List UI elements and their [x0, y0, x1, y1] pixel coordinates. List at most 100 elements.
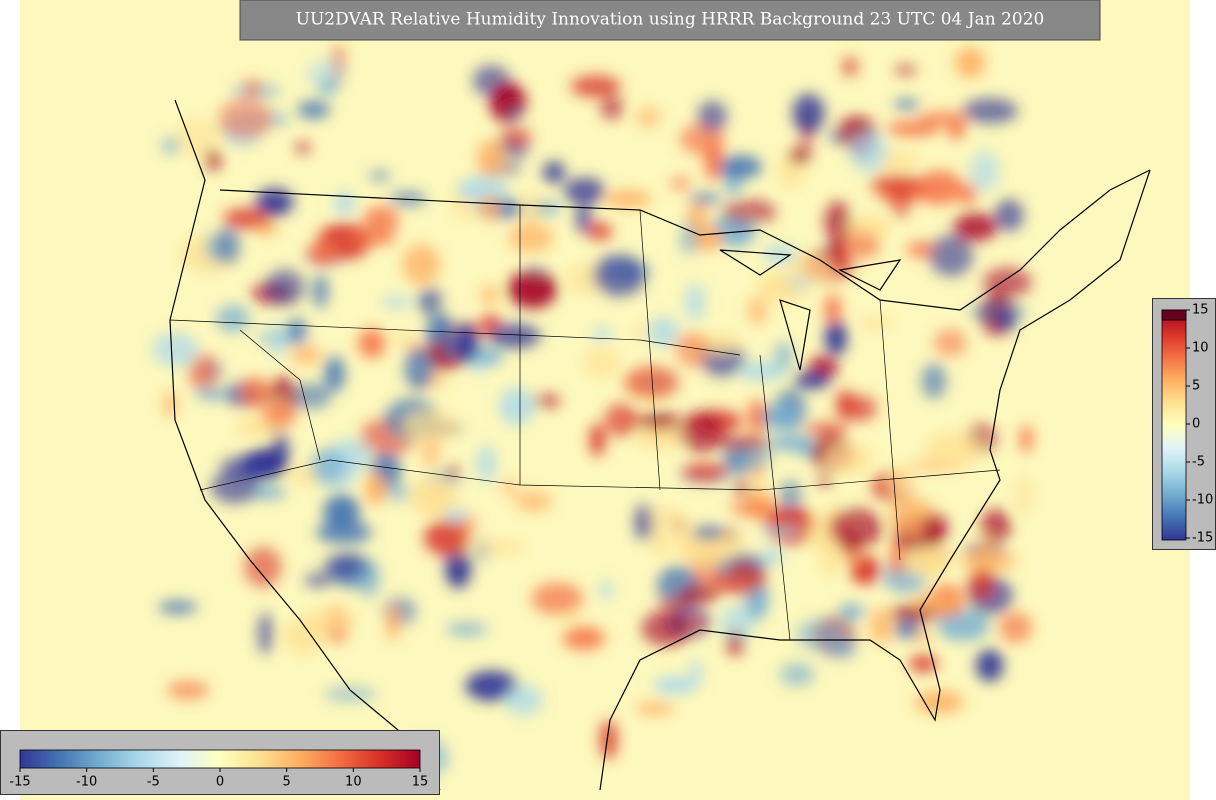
field-blob: [570, 75, 621, 98]
field-blob: [824, 201, 851, 242]
field-blob: [746, 398, 767, 436]
field-blob: [318, 79, 338, 96]
field-blob: [894, 64, 916, 76]
field-blob: [635, 702, 675, 715]
field-blob: [295, 141, 311, 154]
field-blob: [244, 78, 262, 97]
field-blob: [444, 466, 461, 478]
great-lakes: [719, 249, 902, 371]
field-blob: [953, 213, 998, 242]
field-blob: [265, 269, 306, 306]
field-blob: [531, 582, 583, 615]
field-blob: [795, 619, 845, 651]
field-blob: [631, 324, 646, 338]
field-blob: [297, 100, 330, 119]
tick-label: -5: [147, 775, 160, 790]
field-blob: [635, 425, 687, 448]
field-blob: [587, 222, 613, 241]
field-blob: [997, 312, 1016, 331]
field-blob: [685, 539, 733, 565]
field-blob: [720, 605, 755, 642]
field-blob: [445, 546, 471, 589]
field-blob: [369, 170, 391, 182]
field-blob: [681, 463, 729, 483]
field-blob: [804, 422, 849, 438]
field-blob: [381, 296, 413, 308]
field-blob: [188, 353, 219, 391]
tick-label: -5: [1192, 455, 1205, 470]
field-blob: [591, 327, 613, 341]
field-blob: [794, 372, 831, 389]
field-blob: [904, 546, 952, 577]
field-blob: [476, 444, 497, 484]
field-blob: [508, 269, 558, 309]
field-blob: [676, 332, 709, 368]
field-blob: [785, 276, 812, 291]
field-blob: [441, 345, 458, 356]
field-blob: [969, 150, 1000, 193]
field-blob: [842, 545, 864, 567]
tick-label: -15: [9, 775, 30, 790]
field-blob: [508, 108, 522, 121]
east-gulf-coastline: [599, 169, 1151, 791]
field-blob: [757, 404, 800, 430]
field-blob: [934, 328, 967, 357]
field-blob: [307, 241, 340, 265]
field-blob: [600, 95, 624, 120]
field-blob: [389, 191, 427, 207]
field-blob: [158, 600, 198, 614]
field-blob: [923, 512, 948, 545]
field-blob: [999, 612, 1033, 643]
field-blob: [719, 155, 763, 179]
field-blob: [685, 617, 708, 630]
field-blob: [717, 437, 770, 450]
field-blob: [829, 508, 882, 549]
field-blob: [966, 570, 996, 602]
field-blob: [715, 337, 741, 349]
field-blob: [385, 483, 411, 502]
tick-label: 15: [1192, 303, 1209, 318]
field-blob: [422, 286, 443, 318]
field-blob: [504, 684, 543, 715]
tick-label: -10: [1192, 493, 1213, 508]
field-blob: [738, 361, 787, 382]
field-blob: [976, 649, 1004, 682]
field-blob: [758, 525, 803, 536]
colorbar: [1161, 309, 1187, 541]
field-blob: [849, 130, 887, 172]
field-blob: [215, 304, 251, 333]
field-blob: [777, 156, 805, 189]
field-blob: [363, 206, 399, 236]
field-blob: [475, 541, 526, 553]
field-blob: [205, 149, 221, 170]
field-blob: [818, 473, 833, 488]
field-blob: [638, 412, 681, 430]
field-blob: [641, 610, 692, 647]
field-blob: [653, 676, 697, 694]
field-blob: [324, 686, 377, 702]
tick-label: 0: [216, 775, 224, 790]
field-blob: [304, 572, 332, 588]
tick-label: 5: [283, 775, 291, 790]
field-blob: [647, 317, 680, 347]
field-blob: [519, 192, 543, 224]
field-blob: [778, 480, 802, 512]
field-blob: [957, 182, 977, 206]
field-blob: [457, 176, 509, 203]
field-blob: [684, 283, 706, 321]
field-blob: [243, 448, 289, 478]
field-blob: [921, 363, 947, 399]
field-blob: [223, 207, 270, 230]
colorbar-extension: [1161, 309, 1187, 321]
field-blob: [542, 161, 566, 184]
field-blob: [480, 285, 500, 305]
field-blob: [670, 176, 691, 191]
field-blob: [679, 412, 726, 453]
field-blob: [605, 190, 652, 208]
field-blob: [792, 93, 825, 133]
colorbar: [19, 749, 421, 769]
field-blob: [983, 267, 1032, 298]
field-blob: [152, 332, 199, 367]
field-blob: [962, 98, 1018, 124]
field-blob: [310, 448, 346, 485]
